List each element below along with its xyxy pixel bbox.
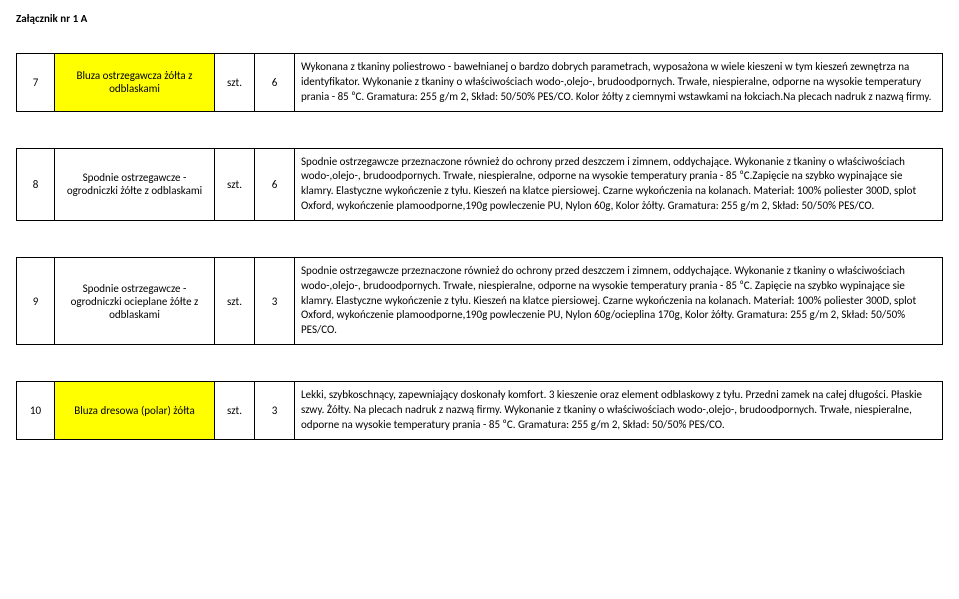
row-unit: szt. — [215, 382, 255, 439]
table-row: 8Spodnie ostrzegawcze - ogrodniczki żółt… — [16, 148, 943, 221]
row-unit: szt. — [215, 149, 255, 220]
attachment-header: Załącznik nr 1 A — [16, 12, 943, 25]
row-unit: szt. — [215, 258, 255, 344]
table-row: 7Bluza ostrzegawcza żółta z odblaskamisz… — [16, 53, 943, 112]
row-quantity: 3 — [255, 382, 295, 439]
row-description: Spodnie ostrzegawcze przeznaczone równie… — [295, 149, 942, 220]
row-description: Wykonana z tkaniny poliestrowo - bawełni… — [295, 54, 942, 111]
table-rows-container: 7Bluza ostrzegawcza żółta z odblaskamisz… — [16, 53, 943, 440]
row-quantity: 6 — [255, 54, 295, 111]
row-item-name: Spodnie ostrzegawcze - ogrodniczki ociep… — [55, 258, 215, 344]
row-number: 8 — [17, 149, 55, 220]
row-description: Spodnie ostrzegawcze przeznaczone równie… — [295, 258, 942, 344]
row-number: 10 — [17, 382, 55, 439]
row-description: Lekki, szybkoschnący, zapewniający dosko… — [295, 382, 942, 439]
table-row: 10Bluza dresowa (polar) żółtaszt.3Lekki,… — [16, 381, 943, 440]
table-row: 9Spodnie ostrzegawcze - ogrodniczki ocie… — [16, 257, 943, 345]
row-number: 7 — [17, 54, 55, 111]
row-item-name: Spodnie ostrzegawcze - ogrodniczki żółte… — [55, 149, 215, 220]
row-number: 9 — [17, 258, 55, 344]
row-item-name: Bluza ostrzegawcza żółta z odblaskami — [55, 54, 215, 111]
row-quantity: 3 — [255, 258, 295, 344]
row-item-name: Bluza dresowa (polar) żółta — [55, 382, 215, 439]
row-unit: szt. — [215, 54, 255, 111]
row-quantity: 6 — [255, 149, 295, 220]
